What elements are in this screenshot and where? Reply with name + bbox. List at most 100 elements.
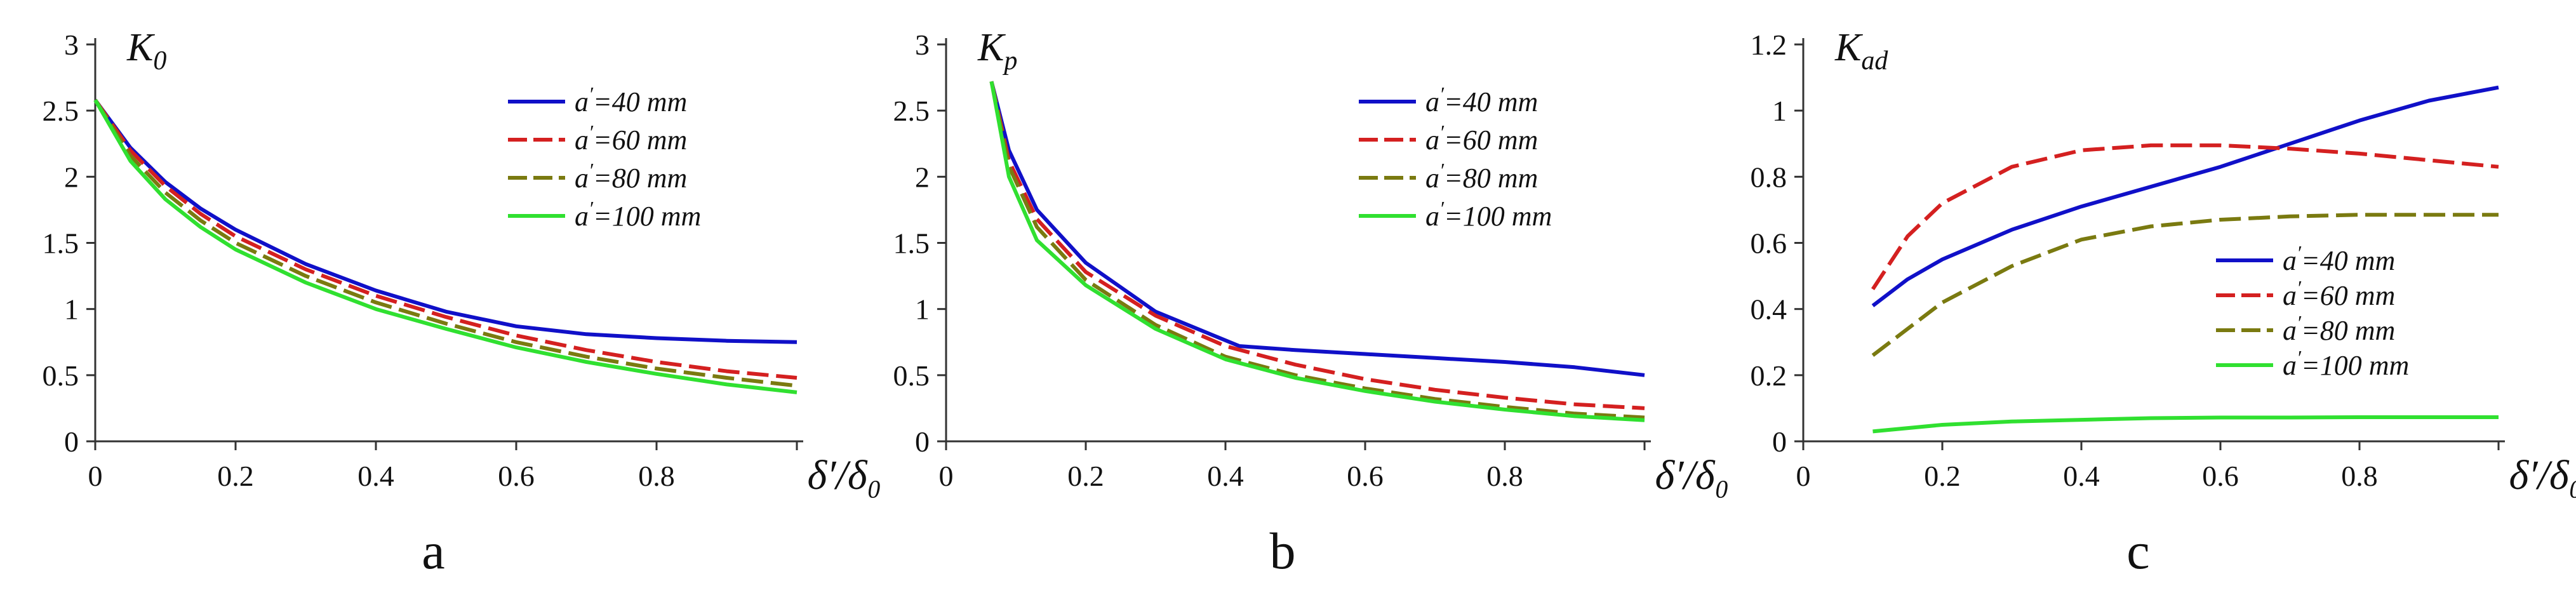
legend-label-var: a (575, 86, 589, 117)
legend-prime: ′ (2297, 311, 2302, 334)
series-line-4 (989, 81, 1645, 422)
y-tick-label: 1.5 (893, 227, 930, 260)
series-line-1 (93, 98, 797, 344)
x-tick-label: 0.4 (357, 460, 394, 492)
legend-label-var: a (1425, 163, 1439, 194)
series-line-4 (93, 99, 797, 394)
y-tick-label: 2 (915, 161, 930, 193)
legend-label-value: =80 mm (593, 163, 687, 194)
legend-label: a′=80 mm (2283, 311, 2395, 346)
legend-label-var: a (2283, 245, 2297, 276)
y-tick-label: 1.5 (43, 227, 79, 260)
y-tick-label: 0.6 (1751, 227, 1787, 260)
legend-prime: ′ (1439, 159, 1445, 182)
legend-label-value: =100 mm (1444, 201, 1552, 232)
legend-label-var: a (2283, 280, 2297, 311)
x-tick-label: 0.2 (1067, 460, 1104, 492)
legend-label: a′=60 mm (575, 121, 687, 156)
legend-prime: ′ (1439, 197, 1445, 220)
y-tick-label: 3 (915, 29, 930, 61)
series-line-4 (1872, 415, 2499, 434)
series-line-2 (93, 98, 797, 380)
legend-label: a′=40 mm (575, 83, 687, 117)
legend-label-var: a (575, 201, 589, 232)
legend-label-value: =100 mm (2301, 350, 2409, 381)
x-tick-label: 0.6 (1347, 460, 1384, 492)
panel-label: a (422, 522, 444, 580)
series-line-3 (989, 81, 1645, 420)
x-tick-label: 0.8 (2341, 460, 2378, 492)
y-tick-label: 3 (64, 29, 79, 61)
legend-label-value: =40 mm (2301, 245, 2395, 276)
y-tick-label: 0.5 (893, 359, 930, 392)
legend-label: a′=60 mm (2283, 276, 2395, 311)
y-symbol-main: K (1834, 26, 1864, 69)
series-line-2 (989, 81, 1645, 410)
legend-label-var: a (1425, 86, 1439, 117)
y-symbol-subscript: ad (1861, 46, 1888, 76)
x-tick-label: 0 (88, 460, 103, 492)
y-tick-label: 0 (1772, 425, 1787, 458)
x-tick-label: 0.4 (2063, 460, 2100, 492)
legend: a′=40 mma′=60 mma′=80 mma′=100 mm (1359, 83, 1552, 232)
legend-label-value: =100 mm (593, 201, 701, 232)
x-axis-symbol: δ′/δ₀ (807, 452, 881, 498)
legend-label-var: a (2283, 350, 2297, 381)
legend-label-value: =60 mm (2301, 280, 2395, 311)
legend-label-var: a (1425, 124, 1439, 156)
legend-label: a′=40 mm (2283, 241, 2395, 276)
x-tick-label: 0.2 (217, 460, 254, 492)
x-axis-symbol: δ′/δ₀ (1655, 452, 1729, 498)
y-tick-label: 0 (64, 425, 79, 458)
y-tick-label: 0.2 (1751, 359, 1787, 392)
legend-label-value: =40 mm (593, 86, 687, 117)
legend-prime: ′ (1439, 121, 1445, 144)
legend-label-var: a (575, 124, 589, 156)
panel-label: c (2126, 522, 2149, 580)
y-tick-label: 1.2 (1751, 29, 1787, 61)
legend: a′=40 mma′=60 mma′=80 mma′=100 mm (508, 83, 701, 232)
legend-prime: ′ (2297, 241, 2302, 264)
legend-label-value: =60 mm (1444, 124, 1538, 156)
y-tick-label: 0.8 (1751, 161, 1787, 193)
legend-prime: ′ (2297, 276, 2302, 299)
legend-label-value: =60 mm (593, 124, 687, 156)
legend-label: a′=60 mm (1425, 121, 1538, 156)
series-line-1 (1871, 85, 2499, 307)
y-tick-label: 1 (1772, 95, 1787, 127)
legend-label: a′=80 mm (1425, 159, 1538, 194)
chart-panel-c: 00.20.40.60.811.20 0.2 0.4 0.6 0.8Kadδ′/δ₀a′… (1751, 26, 2576, 580)
legend-label: a′=100 mm (1425, 197, 1552, 232)
legend-label: a′=100 mm (575, 197, 701, 232)
x-tick-label: 0.8 (1486, 460, 1523, 492)
legend-label-var: a (575, 163, 589, 194)
series-line-2 (1871, 143, 2499, 291)
y-tick-label: 1 (915, 293, 930, 326)
y-tick-label: 2.5 (43, 95, 79, 127)
y-tick-label: 1 (64, 293, 79, 326)
y-tick-label: 2 (64, 161, 79, 193)
legend-label-value: =40 mm (1444, 86, 1538, 117)
x-axis-symbol: δ′/δ₀ (2509, 452, 2576, 498)
x-tick-label: 0.4 (1207, 460, 1244, 492)
legend-prime: ′ (589, 159, 594, 182)
y-tick-label: 0.5 (43, 359, 79, 392)
y-axis-symbol: Kad (1834, 26, 1888, 76)
legend-prime: ′ (589, 197, 594, 220)
y-symbol-subscript: 0 (153, 46, 166, 76)
legend-label: a′=80 mm (575, 159, 687, 194)
legend-label: a′=40 mm (1425, 83, 1538, 117)
legend-label-var: a (1425, 201, 1439, 232)
x-tick-label: 0 (1796, 460, 1811, 492)
legend-prime: ′ (1439, 83, 1445, 105)
legend-prime: ′ (589, 83, 594, 105)
x-tick-label: 0 (939, 460, 954, 492)
series-line-3 (93, 98, 797, 388)
legend: a′=40 mma′=60 mma′=80 mma′=100 mm (2216, 241, 2409, 381)
x-tick-label: 0.6 (498, 460, 535, 492)
series-line-1 (989, 81, 1645, 377)
y-symbol-subscript: p (1002, 46, 1017, 76)
legend-prime: ′ (2297, 346, 2302, 369)
